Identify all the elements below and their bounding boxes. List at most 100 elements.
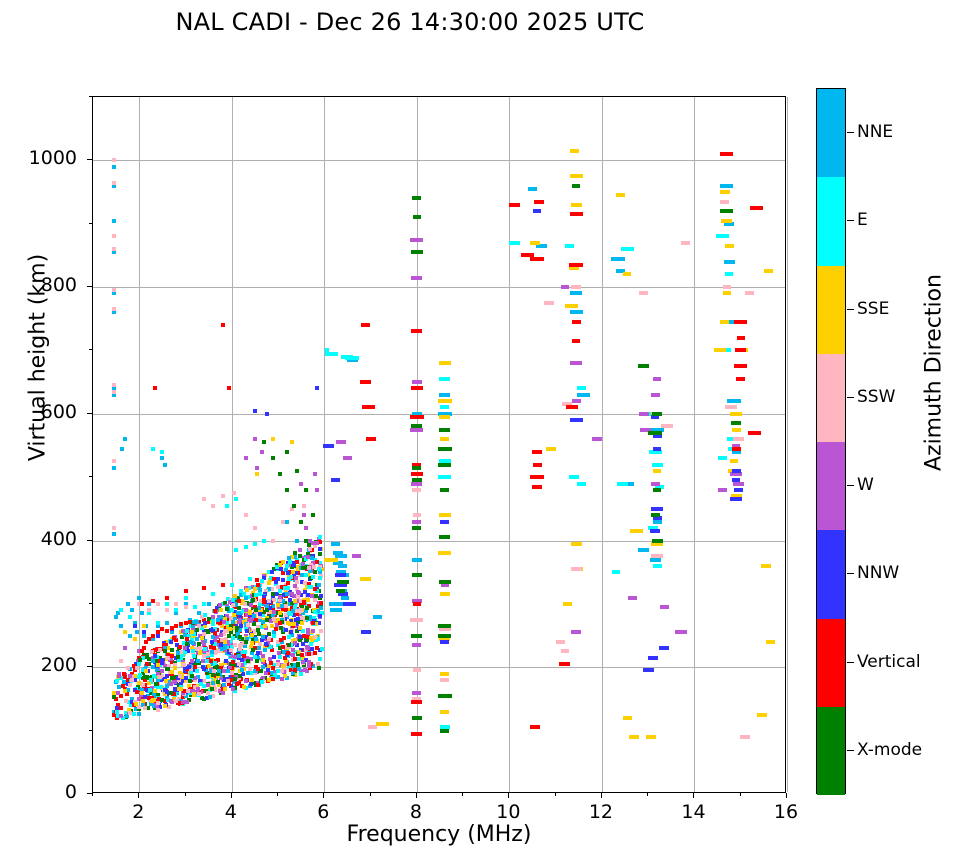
data-point: [216, 672, 221, 677]
data-point: [289, 619, 294, 624]
data-point: [307, 543, 312, 548]
data-point: [260, 579, 265, 584]
data-point: [508, 240, 520, 245]
data-point: [730, 497, 743, 502]
data-point: [225, 679, 230, 684]
data-point: [205, 695, 210, 700]
data-point: [252, 525, 257, 530]
data-point: [560, 285, 569, 290]
data-point: [146, 657, 151, 662]
data-point: [154, 703, 159, 708]
data-point: [151, 704, 156, 709]
data-point: [169, 647, 174, 652]
data-point: [276, 603, 281, 608]
data-point: [205, 675, 210, 680]
data-point: [193, 646, 198, 651]
data-point: [305, 597, 310, 602]
data-point: [111, 234, 116, 239]
data-point: [267, 643, 272, 648]
data-point: [411, 478, 422, 483]
data-point: [262, 440, 267, 445]
data-point: [229, 644, 234, 649]
data-point: [300, 653, 305, 658]
data-point: [230, 620, 235, 625]
data-point: [301, 565, 306, 570]
data-point: [276, 577, 281, 582]
gridline-vertical: [231, 97, 233, 792]
data-point: [255, 682, 260, 687]
data-point: [622, 715, 632, 720]
data-point: [229, 678, 234, 683]
data-point: [258, 602, 263, 607]
data-point: [204, 689, 209, 694]
data-point: [165, 628, 170, 633]
data-point: [281, 650, 286, 655]
data-point: [183, 601, 188, 606]
data-point: [168, 699, 173, 704]
data-point: [212, 609, 217, 613]
data-point: [132, 636, 137, 641]
data-point: [202, 601, 207, 606]
data-point: [243, 679, 248, 684]
data-point: [163, 678, 168, 683]
data-point: [210, 649, 215, 654]
data-point: [133, 661, 138, 666]
data-point: [291, 563, 296, 568]
data-point: [134, 702, 139, 707]
data-point: [222, 600, 227, 605]
x-axis-tick-label: 8: [409, 801, 422, 823]
data-point: [651, 541, 664, 546]
data-point: [212, 642, 217, 647]
data-point: [230, 687, 235, 692]
data-point: [220, 323, 225, 328]
data-point: [178, 681, 183, 686]
data-point: [256, 628, 260, 633]
data-point: [137, 649, 142, 654]
data-point: [231, 659, 236, 664]
data-point: [659, 605, 669, 610]
data-point: [653, 468, 662, 473]
data-point: [111, 158, 116, 163]
data-point: [261, 665, 266, 670]
data-point: [314, 586, 319, 591]
data-point: [410, 237, 424, 242]
data-point: [165, 667, 170, 672]
data-point: [232, 491, 237, 496]
data-point: [282, 592, 287, 597]
data-point: [252, 408, 257, 413]
data-point: [229, 597, 234, 602]
data-point: [310, 628, 315, 633]
data-point: [129, 697, 134, 702]
data-point: [269, 570, 274, 575]
data-point: [249, 656, 254, 661]
data-point: [176, 700, 181, 705]
data-point: [136, 661, 141, 666]
data-point: [219, 633, 224, 638]
data-point: [225, 624, 230, 629]
data-point: [265, 604, 270, 609]
data-point: [169, 675, 174, 680]
data-point: [756, 712, 767, 717]
data-point: [216, 658, 221, 663]
data-point: [123, 630, 128, 635]
data-point: [310, 647, 315, 651]
data-point: [530, 256, 545, 261]
data-point: [652, 411, 663, 416]
data-point: [213, 673, 218, 678]
colorbar-tick: [847, 485, 854, 487]
data-point: [111, 164, 116, 169]
data-point: [256, 667, 261, 672]
data-point: [212, 632, 217, 637]
data-point: [130, 700, 135, 705]
data-point: [269, 623, 274, 628]
colorbar-tick: [847, 749, 854, 751]
data-point: [305, 551, 310, 556]
data-point: [294, 628, 299, 633]
data-point: [274, 627, 279, 631]
data-point: [201, 683, 206, 688]
data-point: [296, 590, 301, 595]
data-point: [227, 386, 232, 391]
data-point: [411, 700, 423, 705]
data-point: [732, 478, 741, 483]
data-point: [191, 624, 196, 629]
